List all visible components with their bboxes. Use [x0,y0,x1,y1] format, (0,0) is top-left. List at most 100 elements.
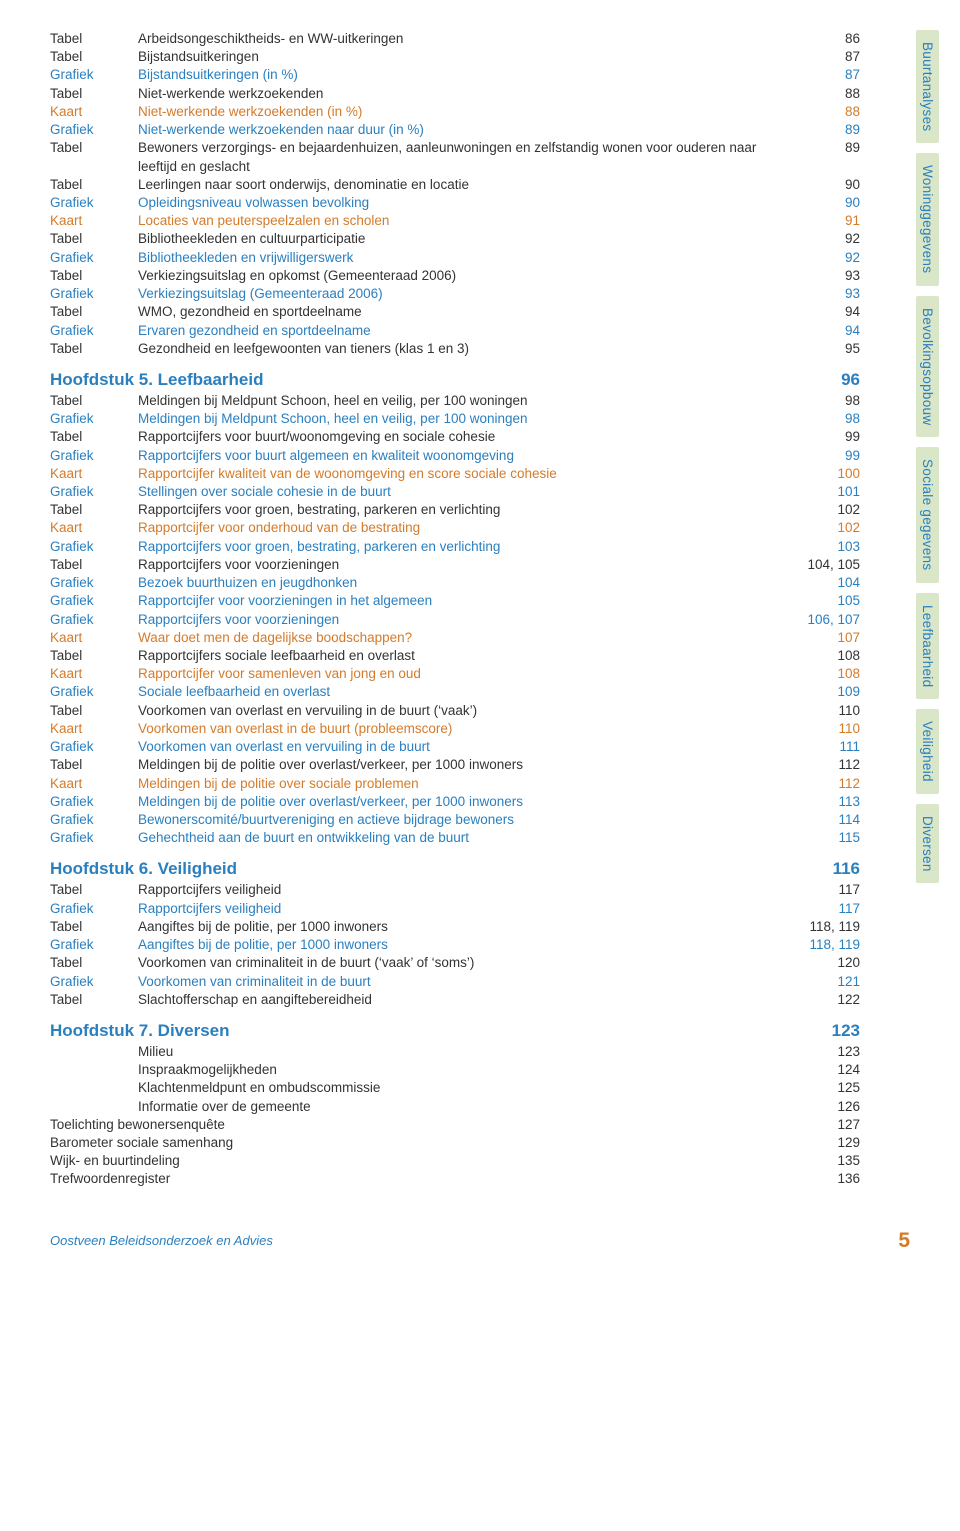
toc-type [50,1061,138,1079]
toc-row: TabelMeldingen bij Meldpunt Schoon, heel… [50,392,860,410]
toc-desc: Leerlingen naar soort onderwijs, denomin… [138,176,780,194]
toc-desc: Bezoek buurthuizen en jeugdhonken [138,574,780,592]
toc-row: GrafiekGehechtheid aan de buurt en ontwi… [50,829,860,847]
toc-page: 94 [780,322,860,340]
toc-desc: Rapportcijfer voor samenleven van jong e… [138,665,780,683]
toc-page: 111 [780,738,860,756]
toc-desc: Voorkomen van overlast en vervuiling in … [138,702,780,720]
toc-page: 94 [780,303,860,321]
toc-desc: Informatie over de gemeente [138,1098,780,1116]
toc-desc: Bijstandsuitkeringen (in %) [138,66,780,84]
section-heading-page: 96 [780,370,860,390]
toc-row: TabelNiet-werkende werkzoekenden88 [50,85,860,103]
toc-page: 93 [780,285,860,303]
toc-page: 120 [780,954,860,972]
toc-type [50,1079,138,1097]
toc-type: Kaart [50,212,138,230]
toc-desc: Rapportcijfer voor onderhoud van de best… [138,519,780,537]
side-tabs: Buurtanalyses Woninggegevens Bevolkingsopb… [916,30,944,893]
toc-desc: Rapportcijfers veiligheid [138,881,780,899]
toc-desc: Sociale leefbaarheid en overlast [138,683,780,701]
section-heading: Hoofdstuk 5. Leefbaarheid96 [50,370,860,390]
toc-page: 88 [780,103,860,121]
toc-row: Klachtenmeldpunt en ombudscommissie125 [50,1079,860,1097]
toc-page: 123 [780,1043,860,1061]
toc-type: Grafiek [50,936,138,954]
toc-page: 112 [780,775,860,793]
toc-desc: Rapportcijfers voor voorzieningen [138,556,780,574]
toc-desc: Inspraakmogelijkheden [138,1061,780,1079]
toc-row: TabelRapportcijfers voor buurt/woonomgev… [50,428,860,446]
toc-page: 106, 107 [780,611,860,629]
toc-type: Tabel [50,556,138,574]
side-tab: Buurtanalyses [916,30,939,143]
toc-row: KaartRapportcijfer voor onderhoud van de… [50,519,860,537]
toc-row: GrafiekVerkiezingsuitslag (Gemeenteraad … [50,285,860,303]
toc-type: Tabel [50,230,138,248]
side-tab: Bevolkingsopbouw [916,296,939,437]
toc-page: 101 [780,483,860,501]
toc-type: Kaart [50,720,138,738]
section-heading-title: Hoofdstuk 5. Leefbaarheid [50,370,780,390]
toc-desc: Locaties van peuterspeelzalen en scholen [138,212,780,230]
toc-page: 95 [780,340,860,358]
toc-desc: Aangiftes bij de politie, per 1000 inwon… [138,936,780,954]
toc-desc: Gezondheid en leefgewoonten van tieners … [138,340,780,358]
toc-page: 108 [780,647,860,665]
toc-type: Grafiek [50,793,138,811]
toc-page: 87 [780,66,860,84]
toc-page: 125 [780,1079,860,1097]
toc-type: Tabel [50,303,138,321]
toc-page: 129 [780,1134,860,1152]
toc-row: Trefwoordenregister136 [50,1170,860,1188]
toc-page: 93 [780,267,860,285]
section-heading-title: Hoofdstuk 7. Diversen [50,1021,780,1041]
toc-desc: Verkiezingsuitslag en opkomst (Gemeenter… [138,267,780,285]
toc-row: TabelSlachtofferschap en aangiftebereidh… [50,991,860,1009]
toc-desc: Rapportcijfers voor groen, bestrating, p… [138,501,780,519]
toc-desc: Trefwoordenregister [50,1170,780,1188]
toc-type: Kaart [50,629,138,647]
toc-row: KaartVoorkomen van overlast in de buurt … [50,720,860,738]
toc-desc: WMO, gezondheid en sportdeelname [138,303,780,321]
toc-type: Grafiek [50,829,138,847]
toc-type: Tabel [50,881,138,899]
toc-page: 121 [780,973,860,991]
side-tab: Diversen [916,804,939,884]
toc-type: Grafiek [50,66,138,84]
section-heading: Hoofdstuk 6. Veiligheid116 [50,859,860,879]
toc-row: GrafiekMeldingen bij de politie over ove… [50,793,860,811]
toc-row: TabelRapportcijfers voor voorzieningen10… [50,556,860,574]
toc-type: Grafiek [50,410,138,428]
toc-row: KaartMeldingen bij de politie over socia… [50,775,860,793]
side-tab: Woninggegevens [916,153,939,285]
toc-desc: Meldingen bij de politie over sociale pr… [138,775,780,793]
toc-row: TabelMeldingen bij de politie over overl… [50,756,860,774]
toc-type: Tabel [50,267,138,285]
toc-type: Grafiek [50,973,138,991]
toc-row: Toelichting bewonersenquête127 [50,1116,860,1134]
toc-page: 102 [780,501,860,519]
toc-page: 90 [780,176,860,194]
toc-page: 126 [780,1098,860,1116]
toc-page: 104, 105 [780,556,860,574]
toc-type: Tabel [50,918,138,936]
toc-page: 99 [780,428,860,446]
toc-desc: Meldingen bij Meldpunt Schoon, heel en v… [138,392,780,410]
toc-type: Tabel [50,501,138,519]
toc-desc: Rapportcijfer kwaliteit van de woonomgev… [138,465,780,483]
toc-row: GrafiekVoorkomen van criminaliteit in de… [50,973,860,991]
toc-row: GrafiekErvaren gezondheid en sportdeelna… [50,322,860,340]
toc-page: 90 [780,194,860,212]
toc-desc: Rapportcijfer voor voorzieningen in het … [138,592,780,610]
toc-type: Grafiek [50,574,138,592]
toc-type: Grafiek [50,322,138,340]
document-page: TabelArbeidsongeschiktheids- en WW-uitke… [0,0,960,1283]
toc-row: TabelAangiftes bij de politie, per 1000 … [50,918,860,936]
toc-page: 110 [780,720,860,738]
toc-desc: Bewoners verzorgings- en bejaardenhuizen… [138,139,780,175]
toc-row: KaartRapportcijfer kwaliteit van de woon… [50,465,860,483]
toc-type [50,1098,138,1116]
toc-desc: Niet-werkende werkzoekenden (in %) [138,103,780,121]
toc-page: 98 [780,392,860,410]
